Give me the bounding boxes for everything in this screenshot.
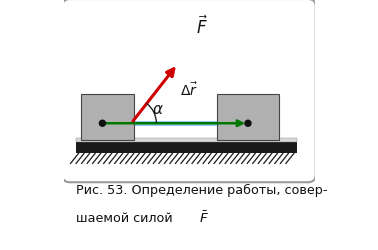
Circle shape [99,121,105,127]
Text: Рис. 53. Определение работы, совер-: Рис. 53. Определение работы, совер- [76,184,328,196]
Text: $\alpha$: $\alpha$ [152,101,164,116]
Bar [76,140,297,154]
Text: $\Delta\vec{r}$: $\Delta\vec{r}$ [180,81,198,99]
Text: шаемой силой: шаемой силой [76,211,181,224]
Bar [217,95,279,140]
Circle shape [245,121,251,127]
Bar [81,95,134,140]
Text: $\bar{F}$: $\bar{F}$ [199,210,209,225]
Bar [76,139,297,142]
Text: $\vec{F}$: $\vec{F}$ [196,15,208,38]
FancyBboxPatch shape [62,0,316,182]
